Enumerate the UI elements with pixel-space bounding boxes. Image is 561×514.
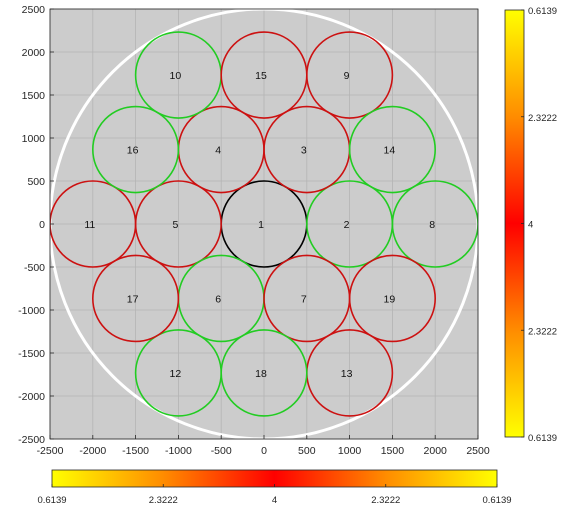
y-tick-label: 0 — [39, 219, 45, 231]
circle-label-5: 5 — [172, 219, 178, 231]
y-tick-label: -1500 — [18, 348, 45, 360]
x-tick-label: -2000 — [79, 445, 106, 457]
circle-19 — [348, 254, 437, 343]
colorbar-vertical-tick-label: 0.6139 — [528, 433, 557, 444]
circle-label-1: 1 — [258, 219, 264, 231]
circle-16 — [92, 105, 180, 194]
axes: -2500 -2000 -1500 -1000 -500 0 500 1000 1500 2000… — [18, 4, 490, 457]
y-tick-label: -500 — [24, 262, 45, 274]
circle-15 — [220, 31, 308, 119]
circle-label-10: 10 — [170, 70, 182, 82]
y-tick-label: -2500 — [18, 434, 45, 446]
circle-label-14: 14 — [384, 145, 396, 157]
colorbar-vertical-tick-label: 0.6139 — [528, 6, 557, 17]
circle-label-9: 9 — [344, 70, 350, 82]
circle-label-6: 6 — [215, 293, 221, 305]
colorbar-horizontal: 0.6139 2.3222 4 2.3222 0.6139 — [37, 469, 512, 506]
circle-label-7: 7 — [301, 293, 307, 305]
colorbar-horizontal-tick-label: 0.6139 — [37, 495, 66, 506]
circle-label-12: 12 — [170, 368, 182, 380]
circle-14 — [348, 105, 437, 194]
y-tick-label: 1000 — [22, 133, 46, 145]
x-tick-label: 2000 — [424, 445, 448, 457]
circle-label-17: 17 — [127, 293, 139, 305]
x-tick-label: 1000 — [338, 445, 362, 457]
y-tick-label: -1000 — [18, 305, 45, 317]
circle-label-18: 18 — [255, 368, 267, 380]
circle-label-11: 11 — [84, 219, 95, 231]
circle-label-15: 15 — [255, 70, 267, 82]
x-tick-label: -500 — [211, 445, 232, 457]
x-tick-label: -1000 — [165, 445, 192, 457]
circle-label-4: 4 — [215, 145, 221, 157]
circle-8 — [391, 180, 478, 268]
circle-label-8: 8 — [429, 219, 435, 231]
y-tick-label: 1500 — [22, 90, 46, 102]
circle-17 — [92, 254, 180, 343]
x-tick-label: -2500 — [37, 445, 64, 457]
y-tick-label: 2500 — [22, 4, 46, 16]
colorbar-horizontal-tick-label: 0.6139 — [482, 495, 511, 506]
x-tick-label: 1500 — [381, 445, 405, 457]
colorbar-vertical: 0.6139 2.3222 4 2.3222 0.6139 — [504, 6, 557, 444]
x-tick-label: 2500 — [466, 445, 490, 457]
circle-label-13: 13 — [341, 368, 353, 380]
colorbar-vertical-tick-label: 2.3222 — [528, 113, 557, 124]
circle-label-16: 16 — [127, 145, 139, 157]
colorbar-vertical-tick-label: 4 — [528, 220, 533, 231]
x-tick-label: 0 — [261, 445, 267, 457]
colorbar-horizontal-tick-label: 4 — [272, 495, 277, 506]
circle-label-19: 19 — [384, 293, 396, 305]
y-tick-label: 500 — [27, 176, 45, 188]
circle-label-2: 2 — [344, 219, 350, 231]
colorbar-horizontal-tick-label: 2.3222 — [149, 495, 178, 506]
circle-18 — [220, 329, 308, 417]
circle-label-3: 3 — [301, 145, 307, 157]
x-tick-label: 500 — [298, 445, 316, 457]
colorbar-vertical-tick-label: 2.3222 — [528, 326, 557, 337]
colorbar-horizontal-tick-label: 2.3222 — [371, 495, 400, 506]
x-tick-label: -1500 — [122, 445, 149, 457]
y-tick-label: 2000 — [22, 47, 46, 59]
y-tick-label: -2000 — [18, 391, 45, 403]
